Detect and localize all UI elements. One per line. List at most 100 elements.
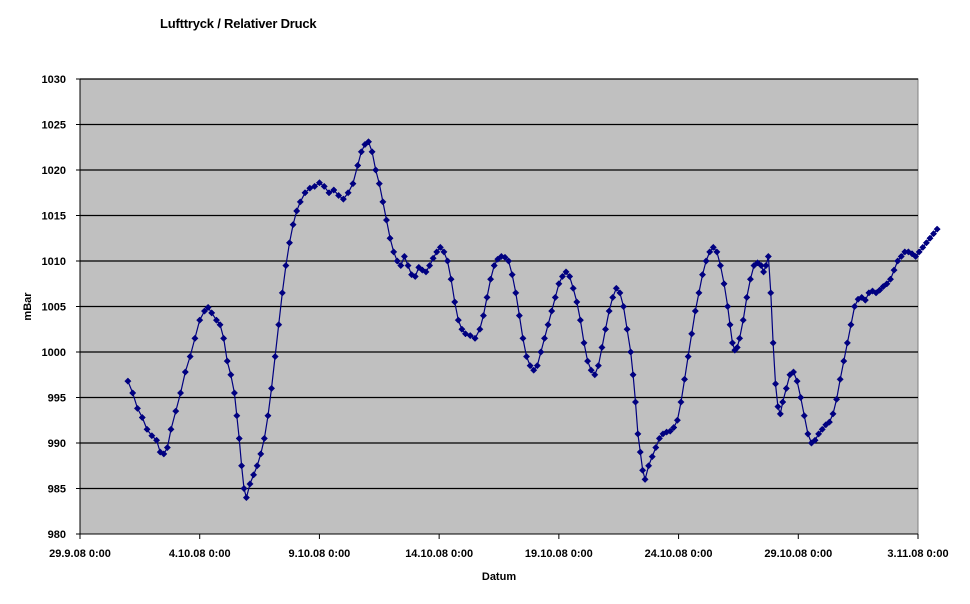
data-point: [397, 261, 405, 270]
data-point: [629, 371, 637, 379]
data-point: [216, 321, 224, 329]
y-axis-title: mBar: [22, 292, 34, 321]
x-tick-label: 24.10.08 0:00: [645, 548, 713, 560]
data-point: [466, 332, 474, 340]
data-point: [533, 362, 541, 370]
data-point: [771, 380, 780, 388]
data-point: [594, 362, 602, 370]
data-point: [612, 284, 620, 292]
y-tick-label: 990: [48, 438, 66, 450]
data-point: [153, 436, 161, 444]
y-tick-label: 1005: [42, 302, 66, 314]
data-point: [652, 443, 660, 452]
data-point: [847, 321, 855, 329]
data-point: [230, 389, 238, 397]
data-point: [677, 398, 685, 406]
data-point: [815, 430, 823, 438]
data-point: [894, 257, 902, 265]
data-point: [573, 298, 581, 306]
data-point: [724, 302, 732, 311]
data-point: [558, 272, 567, 281]
data-point: [382, 216, 391, 224]
y-tick-label: 1015: [42, 211, 66, 223]
data-point: [774, 403, 782, 411]
data-point: [204, 303, 212, 311]
data-point: [400, 252, 408, 261]
data-point: [843, 339, 851, 347]
data-point: [673, 416, 681, 424]
data-point: [436, 243, 444, 251]
data-point: [728, 339, 736, 347]
data-point: [364, 138, 373, 146]
data-point: [716, 261, 725, 270]
data-point: [411, 272, 419, 281]
x-tick-label: 4.10.08 0:00: [169, 548, 231, 560]
data-point: [325, 189, 333, 197]
data-point: [519, 334, 527, 342]
data-point: [767, 289, 775, 297]
data-point: [386, 234, 394, 242]
data-point: [619, 302, 628, 311]
data-point: [296, 198, 304, 206]
data-point: [580, 339, 588, 347]
data-point: [762, 261, 770, 270]
data-point: [609, 293, 617, 301]
data-point: [233, 412, 241, 420]
data-point: [253, 462, 261, 470]
data-point: [177, 389, 185, 397]
data-point: [172, 407, 180, 415]
data-point: [793, 377, 801, 385]
data-point: [148, 432, 156, 440]
data-point: [515, 312, 523, 320]
data-point: [555, 280, 563, 288]
axes: [76, 78, 919, 539]
data-point: [797, 393, 805, 402]
data-point: [440, 248, 448, 256]
data-point: [733, 343, 741, 352]
data-point: [471, 334, 479, 342]
data-point: [285, 239, 294, 247]
data-point: [250, 471, 258, 479]
data-point: [540, 334, 549, 342]
data-point: [779, 398, 787, 406]
data-point: [623, 325, 631, 333]
data-point: [163, 443, 171, 452]
data-point: [702, 257, 710, 265]
data-point: [631, 398, 640, 406]
data-point: [454, 316, 462, 324]
data-point: [933, 225, 941, 233]
data-point: [282, 261, 290, 270]
data-point: [349, 180, 357, 188]
data-point: [335, 191, 343, 200]
data-point: [591, 371, 599, 379]
data-point: [670, 423, 678, 432]
data-point: [829, 410, 837, 418]
data-point: [709, 243, 717, 251]
data-point: [372, 166, 380, 174]
data-point: [242, 494, 250, 502]
data-point: [666, 427, 674, 435]
data-point: [576, 316, 584, 324]
data-point: [616, 289, 624, 297]
data-point: [598, 343, 606, 352]
y-tick-label: 1030: [42, 74, 66, 86]
data-point: [339, 195, 347, 203]
data-point: [267, 384, 276, 392]
data-point: [522, 352, 531, 361]
data-point: [311, 182, 319, 190]
data-point: [443, 257, 452, 265]
data-point: [713, 248, 721, 256]
data-point: [544, 321, 552, 329]
data-point: [548, 307, 556, 315]
data-point: [876, 286, 884, 294]
y-tick-label: 1000: [42, 347, 66, 359]
data-point: [655, 434, 663, 443]
data-point: [354, 161, 362, 170]
data-point: [726, 321, 734, 329]
data-point: [368, 148, 376, 156]
data-point: [238, 462, 246, 470]
data-point: [569, 284, 577, 292]
data-point: [167, 425, 175, 433]
data-point: [508, 271, 516, 279]
